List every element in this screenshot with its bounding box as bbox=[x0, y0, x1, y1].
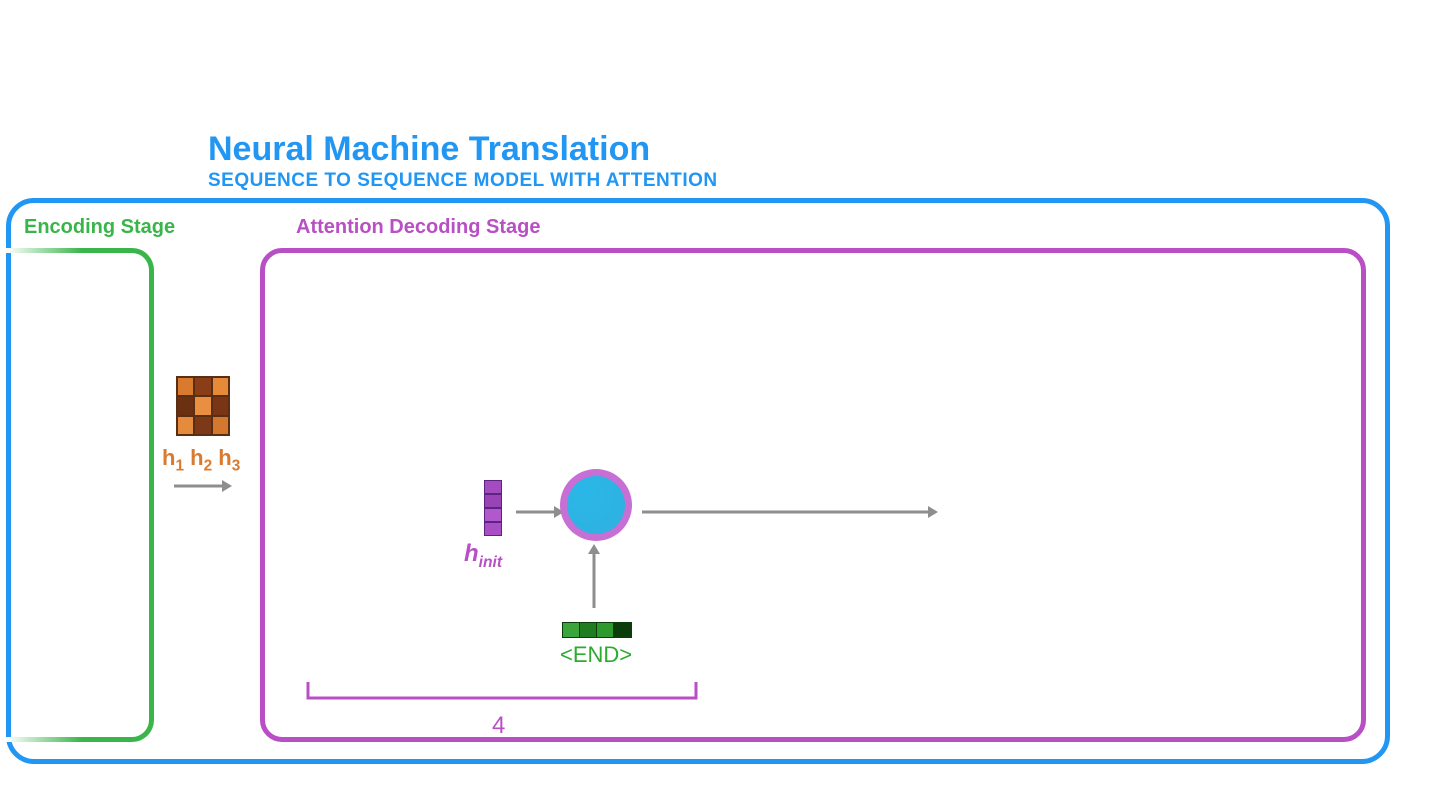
hinit-cell bbox=[484, 522, 502, 536]
decoder-node-inner bbox=[567, 476, 625, 534]
matrix-cell bbox=[177, 396, 194, 415]
step-number: 4 bbox=[492, 712, 505, 740]
matrix-cell bbox=[177, 377, 194, 396]
encoding-stage-box bbox=[6, 248, 154, 742]
step-bracket-icon bbox=[306, 680, 700, 702]
hidden-state-labels: h1 h2 h3 bbox=[162, 445, 240, 475]
hidden-arrow-icon bbox=[172, 476, 234, 496]
encoding-fade-top bbox=[6, 248, 82, 253]
end-cell bbox=[563, 623, 580, 637]
hinit-label: hinit bbox=[464, 540, 502, 572]
hinit-cell bbox=[484, 508, 502, 522]
diagram-title: Neural Machine Translation bbox=[208, 130, 650, 169]
end-cell bbox=[597, 623, 614, 637]
diagram-subtitle: SEQUENCE TO SEQUENCE MODEL WITH ATTENTIO… bbox=[208, 170, 718, 192]
matrix-cell bbox=[194, 416, 211, 435]
decoding-stage-box bbox=[260, 248, 1366, 742]
matrix-cell bbox=[194, 377, 211, 396]
hinit-cell bbox=[484, 480, 502, 494]
encoding-fade-bottom bbox=[6, 737, 82, 742]
matrix-cell bbox=[177, 416, 194, 435]
hinit-to-node-arrow-icon bbox=[514, 502, 566, 522]
matrix-cell bbox=[212, 377, 229, 396]
hinit-vector bbox=[484, 480, 502, 536]
decoding-stage-label: Attention Decoding Stage bbox=[296, 216, 540, 239]
node-output-arrow-icon bbox=[640, 502, 940, 522]
end-cell bbox=[614, 623, 631, 637]
encoding-stage-label: Encoding Stage bbox=[24, 216, 175, 239]
end-token-vector bbox=[562, 622, 632, 638]
matrix-cell bbox=[212, 396, 229, 415]
hidden-states-matrix bbox=[176, 376, 230, 436]
matrix-cell bbox=[212, 416, 229, 435]
end-cell bbox=[580, 623, 597, 637]
input-up-arrow-icon bbox=[584, 542, 604, 610]
matrix-cell bbox=[194, 396, 211, 415]
end-token-label: <END> bbox=[560, 642, 632, 668]
hinit-cell bbox=[484, 494, 502, 508]
